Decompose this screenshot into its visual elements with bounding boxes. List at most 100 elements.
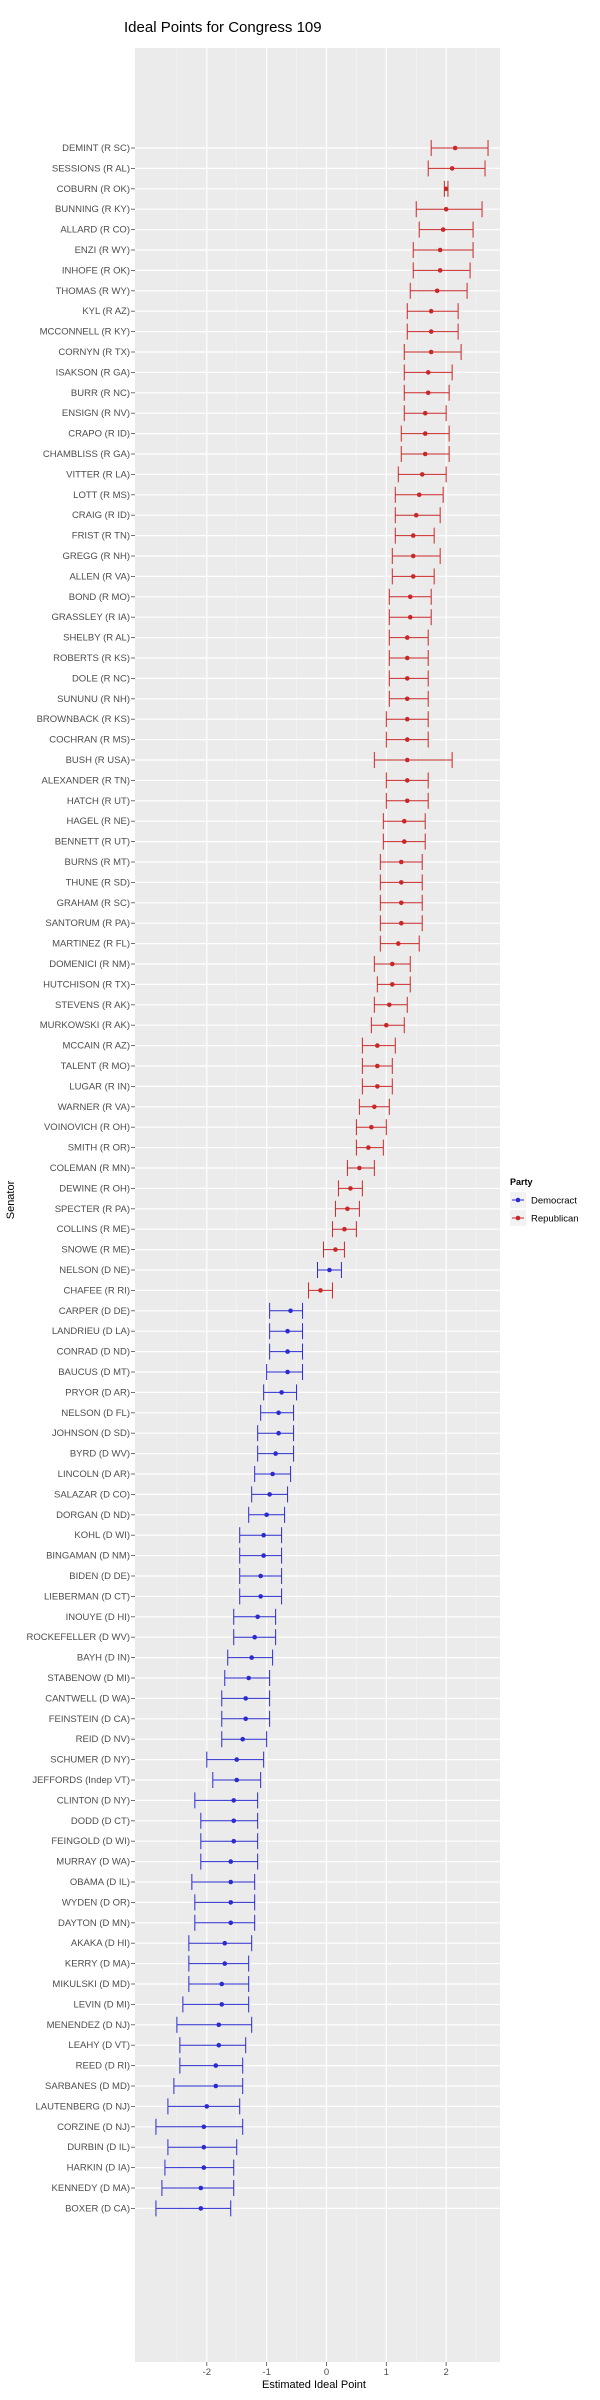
y-tick-label: CORNYN (R TX) [58,347,130,358]
y-tick-label: SMITH (R OR) [68,1143,130,1154]
y-tick-label: THUNE (R SD) [66,877,130,888]
error-bar [355,1139,384,1156]
error-bar [269,1323,304,1340]
error-bar [239,1568,283,1584]
data-point [404,778,410,783]
x-tick-label: 0 [324,2367,329,2378]
x-tick-label: -2 [203,2367,211,2378]
data-point [342,1226,347,1232]
y-tick-label: BUNNING (R KY) [55,204,130,215]
y-tick-label: BYRD (D WV) [70,1449,130,1460]
y-tick-label: BINGAMAN (D NM) [46,1551,130,1562]
data-point [419,472,425,477]
data-point [366,1145,371,1150]
data-point [416,492,422,498]
error-bar [155,2200,232,2217]
y-tick-label: SNOWE (R ME) [61,1245,130,1256]
error-bar [406,303,459,320]
y-tick-label: GRASSLEY (R IA) [52,612,131,623]
y-tick-label: BAYH (D IN) [77,1653,130,1664]
error-bar [406,323,459,340]
error-bar [188,1935,253,1952]
error-bar [358,1098,390,1115]
y-tick-label: HUTCHISON (R TX) [43,979,130,990]
y-tick-label: LEAHY (D VT) [68,2040,130,2051]
y-tick-label: CHAFEE (R RI) [64,1285,131,1296]
y-tick-label: ALEXANDER (R TN) [41,775,130,786]
error-bar [164,2159,235,2176]
y-tick-label: LANDRIEU (D LA) [52,1326,130,1337]
error-bar [415,201,483,218]
y-tick-label: CHAMBLISS (R GA) [43,449,130,460]
y-tick-label: ISAKSON (R GA) [56,367,130,378]
error-bar [161,2180,235,2196]
y-tick-label: ENZI (R WY) [75,245,130,256]
data-point [425,370,431,375]
data-point [369,1124,374,1130]
error-bar [239,1527,283,1544]
y-tick-label: CORZINE (D NJ) [57,2122,130,2133]
error-bar [391,548,441,564]
error-bar [355,1119,387,1136]
error-bar [379,854,423,870]
error-bar [412,242,474,258]
y-tick-label: ALLEN (R VA) [69,571,130,582]
error-bar [397,466,447,483]
legend-label: Republican [531,1214,579,1225]
data-point [348,1186,353,1191]
error-bar [379,935,420,952]
data-point [443,186,449,192]
data-point [219,2002,225,2007]
y-tick-label: ROCKEFELLER (D WV) [27,1632,130,1643]
data-point [231,1798,237,1803]
y-tick-label: VITTER (R LA) [66,469,130,480]
error-bar [200,1833,259,1850]
error-bar [221,1710,271,1727]
y-tick-label: DORGAN (D ND) [56,1510,130,1521]
error-bar [257,1445,295,1462]
data-point [198,2185,204,2191]
error-bar [361,1058,393,1074]
data-point [228,1879,234,1885]
y-tick-label: COCHRAN (R MS) [49,735,130,746]
y-tick-label: CRAPO (R ID) [68,429,130,440]
legend-title: Party [510,1177,533,1187]
y-tick-label: INOUYE (D HI) [66,1612,130,1623]
error-bar [239,1588,283,1605]
error-bar [233,1608,277,1625]
data-point [410,574,416,579]
error-bar [388,650,429,666]
data-point [201,2165,207,2170]
error-bar [260,1404,295,1421]
error-bar [427,160,486,177]
error-bar [239,1547,283,1564]
error-bar [224,1670,271,1686]
y-tick-label: SALAZAR (D CO) [54,1489,130,1500]
y-tick-label: WARNER (R VA) [58,1102,130,1113]
data-point [222,1961,228,1966]
data-point [407,594,413,600]
y-tick-label: WYDEN (D OR) [62,1897,130,1908]
y-tick-label: SUNUNU (R NH) [57,694,130,705]
error-bar [269,1343,304,1360]
data-point [395,941,401,946]
chart-title: Ideal Points for Congress 109 [124,19,322,36]
y-tick-label: DEMINT (R SC) [62,143,130,154]
data-point [422,410,428,416]
y-tick-label: SESSIONS (R AL) [52,163,130,174]
data-point [404,676,410,681]
error-bar [212,1772,262,1788]
error-bar [194,1792,259,1809]
data-point [246,1675,251,1681]
y-tick-label: BENNETT (R UT) [55,837,130,848]
data-point [389,982,395,987]
error-bar [266,1364,304,1380]
error-bar [176,2016,253,2033]
y-tick-label: STABENOW (D MI) [47,1673,130,1684]
error-bar [221,1731,268,1748]
y-tick-label: JOHNSON (D SD) [52,1428,130,1439]
error-bar [337,1180,363,1197]
data-point [285,1369,290,1375]
error-bar [388,690,429,707]
